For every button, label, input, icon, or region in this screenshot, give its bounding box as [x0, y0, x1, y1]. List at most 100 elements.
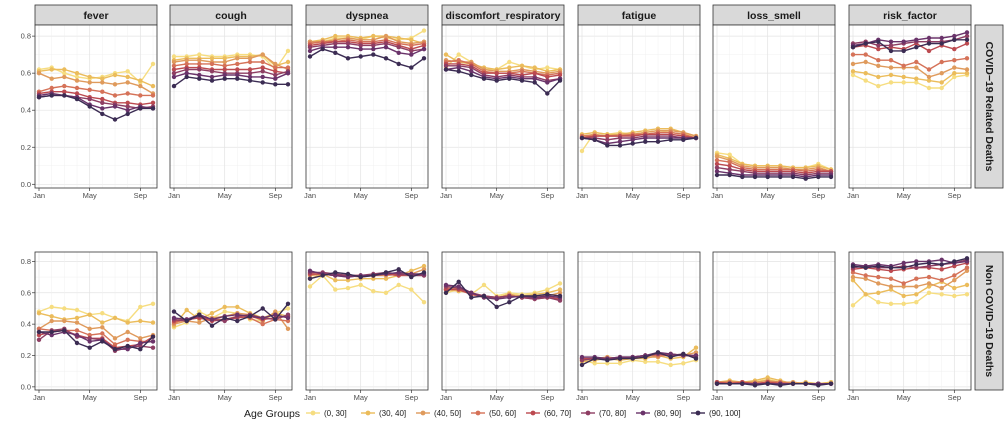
data-point [579, 358, 585, 363]
data-point [36, 326, 42, 331]
data-point [494, 78, 499, 83]
facet-label-dyspnea: dyspnea [346, 10, 389, 22]
data-point [939, 278, 944, 283]
data-point [150, 334, 156, 339]
data-point [863, 292, 868, 297]
series-line [173, 68, 289, 76]
data-point [693, 353, 699, 358]
data-point [876, 63, 881, 68]
data-point [100, 80, 105, 85]
data-point [964, 71, 970, 76]
data-point [888, 265, 894, 270]
facet-strip-loss-smell: loss_smell [712, 4, 836, 26]
data-point [816, 383, 821, 388]
data-point [49, 67, 54, 72]
data-point [914, 65, 919, 70]
series-line [446, 65, 561, 82]
data-point [617, 356, 623, 361]
x-tick-label: Sep [677, 393, 690, 402]
data-point [443, 52, 449, 57]
data-point [557, 72, 563, 78]
data-point [605, 143, 610, 148]
x-tick-label: May [761, 393, 775, 402]
data-point [49, 93, 54, 98]
data-point [863, 273, 868, 278]
data-point [320, 46, 325, 52]
data-point [409, 48, 414, 54]
legend-label: (90, 100] [709, 409, 741, 418]
data-point [939, 71, 944, 76]
panel-cough-row-2: Jan May Sep [168, 251, 293, 402]
data-point [926, 290, 932, 295]
data-point [307, 45, 313, 50]
data-point [888, 268, 894, 273]
data-point [184, 307, 189, 313]
data-point [939, 292, 944, 297]
legend-label: (50, 60] [489, 409, 516, 418]
data-point [952, 65, 957, 70]
data-point [643, 359, 648, 364]
data-point [409, 65, 414, 70]
data-point [579, 362, 585, 368]
data-point [171, 63, 177, 68]
data-point [74, 320, 80, 325]
series-line [852, 61, 968, 78]
data-point [668, 351, 673, 357]
series-line [38, 320, 154, 339]
x-tick-label: Sep [948, 191, 961, 200]
data-point [409, 37, 414, 42]
panel-border [34, 24, 158, 189]
series-line [852, 39, 967, 52]
x-tick-label: Sep [405, 393, 418, 402]
data-point [888, 65, 894, 70]
data-point [62, 83, 67, 89]
data-point [74, 71, 80, 76]
data-point [494, 296, 499, 302]
data-point [222, 72, 227, 78]
data-point [273, 82, 278, 87]
data-point [235, 67, 240, 72]
y-tick-label: 0.4 [21, 320, 31, 329]
series-line [446, 63, 561, 78]
data-point [235, 56, 240, 61]
panel-border [169, 24, 293, 189]
data-point [714, 165, 720, 170]
data-point [112, 104, 118, 109]
series-line [445, 66, 561, 84]
data-point [863, 276, 868, 281]
data-point [150, 345, 156, 350]
data-point [74, 315, 80, 321]
data-point [888, 284, 894, 289]
data-point [901, 301, 906, 306]
data-point [222, 309, 227, 314]
data-point [209, 323, 215, 328]
data-point [876, 300, 881, 305]
data-point [171, 71, 177, 76]
data-point [87, 345, 92, 350]
x-tick-label: Jan [304, 393, 316, 402]
data-point [939, 80, 944, 85]
data-point [964, 33, 970, 39]
row-label-1: COVID−19 Related Deaths [983, 42, 995, 172]
data-point [579, 354, 585, 360]
data-point [260, 321, 265, 327]
data-point [74, 74, 80, 80]
data-point [557, 290, 563, 295]
data-point [803, 176, 808, 181]
data-point [285, 48, 291, 54]
data-point [456, 284, 461, 289]
data-point [235, 61, 240, 67]
x-tick-label: Sep [541, 191, 554, 200]
data-point [964, 282, 970, 288]
data-point [714, 158, 720, 163]
data-point [876, 263, 881, 269]
data-point [545, 74, 550, 80]
data-point [888, 43, 894, 48]
data-point [456, 52, 461, 57]
y-tick-label: 0.4 [21, 106, 31, 115]
data-point [138, 304, 143, 310]
data-point [693, 345, 699, 350]
data-point [964, 292, 970, 297]
series-line [173, 314, 289, 322]
data-point [532, 65, 537, 70]
